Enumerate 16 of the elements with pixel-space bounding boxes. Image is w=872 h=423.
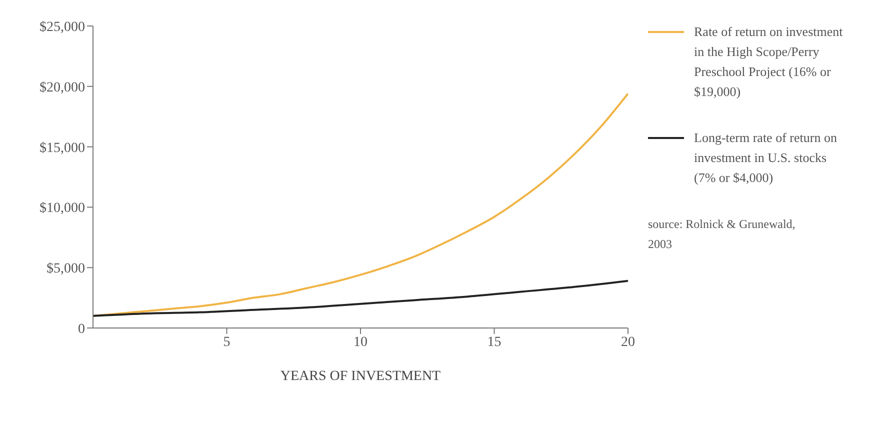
y-tick-label: $15,000 — [40, 140, 85, 156]
y-tick-label: 0 — [78, 322, 85, 337]
y-tick-label: $20,000 — [40, 80, 85, 96]
x-tick-label: 20 — [621, 334, 635, 350]
x-tick-label: 10 — [354, 334, 368, 350]
x-tick-label: 5 — [223, 334, 230, 350]
source-note: source: Rolnick & Grunewald, 2003 — [648, 216, 796, 253]
legend-label: Rate of return on investment in the High Scope/Perry Preschool Project (16% or $19,000) — [694, 23, 844, 101]
y-tick-label: $5,000 — [46, 262, 85, 277]
line-series — [93, 280, 628, 317]
line-series — [93, 92, 628, 317]
x-tick-label: 15 — [487, 334, 502, 350]
legend-label: Long-term rate of return on investment in U.S. stocks (7% or $4,000) — [694, 129, 838, 187]
y-tick-label: $10,000 — [40, 201, 85, 216]
y-tick-label: $25,000 — [40, 20, 85, 35]
x-axis-title: YEARS OF INVESTMENT — [280, 369, 442, 384]
